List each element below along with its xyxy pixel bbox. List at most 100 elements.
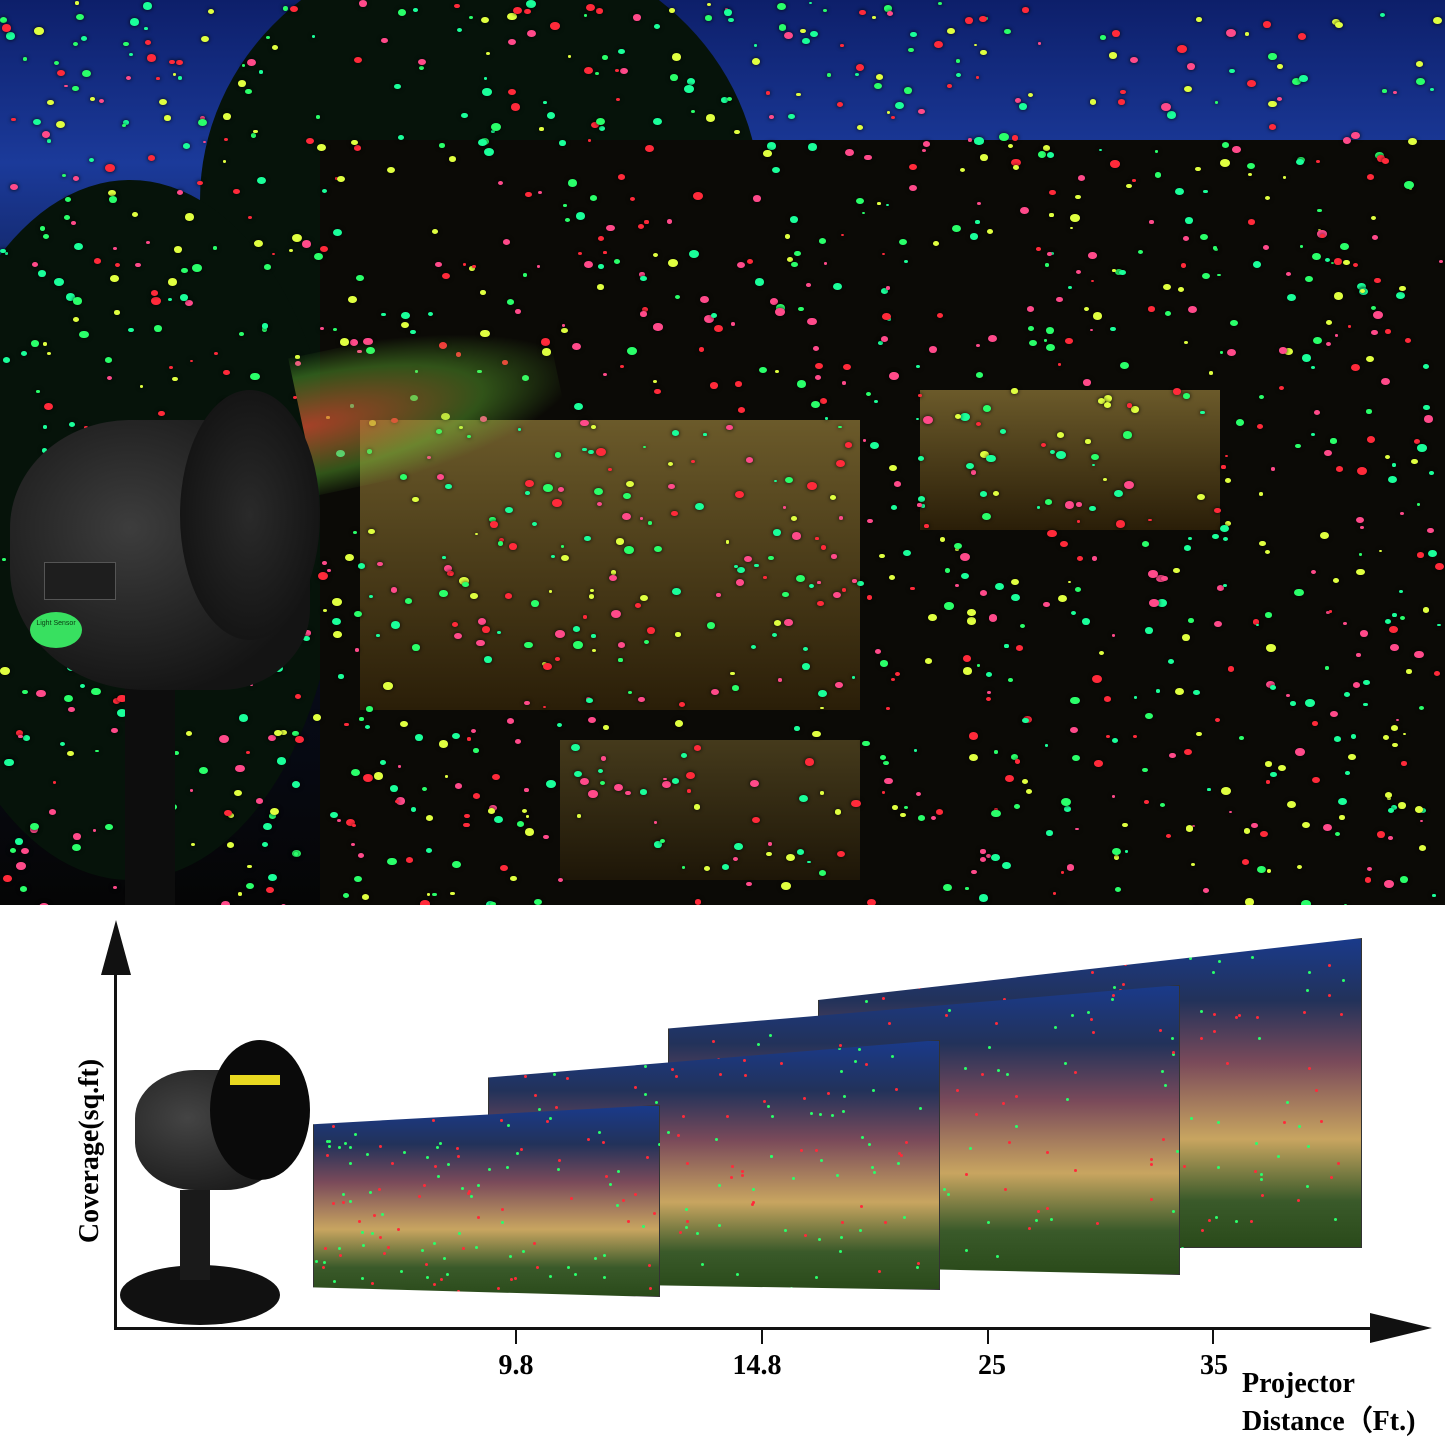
laser-dot [235, 765, 245, 773]
laser-dot [883, 760, 889, 766]
laser-dot [561, 323, 566, 327]
laser-dot [1379, 12, 1385, 17]
laser-dot [262, 822, 272, 830]
laser-dot [417, 1294, 421, 1297]
laser-dot [1002, 1102, 1006, 1106]
laser-dot [789, 216, 799, 223]
laser-dot [1052, 892, 1057, 895]
laser-dot [1004, 28, 1011, 34]
laser-dot [128, 52, 133, 57]
laser-dot [599, 780, 606, 785]
laser-dot [1295, 443, 1301, 449]
laser-dot [326, 1153, 330, 1157]
laser-dot [1253, 1169, 1257, 1173]
laser-dot [1221, 787, 1232, 796]
laser-dot [1418, 845, 1426, 851]
laser-dot [595, 8, 603, 14]
laser-dot [700, 295, 710, 303]
laser-dot [780, 1062, 784, 1066]
laser-dot [1337, 1161, 1341, 1165]
laser-dot [442, 556, 446, 560]
laser-dot [1071, 611, 1077, 616]
laser-dot [730, 1164, 734, 1168]
laser-dot [554, 629, 565, 638]
laser-dot [802, 38, 810, 44]
laser-dot [836, 101, 844, 107]
laser-dot [320, 246, 328, 253]
laser-dot [108, 189, 117, 197]
laser-dot [1364, 877, 1372, 883]
laser-dot [969, 732, 979, 740]
laser-dot [198, 119, 207, 127]
laser-dot [1342, 979, 1346, 983]
laser-dot [818, 689, 827, 697]
laser-dot [1396, 291, 1405, 299]
laser-dot [521, 809, 527, 814]
laser-dot [727, 17, 734, 23]
laser-dot [539, 127, 544, 131]
laser-dot [1049, 189, 1056, 195]
laser-dot [1376, 830, 1386, 838]
laser-dot [595, 71, 599, 75]
laser-dot [92, 828, 97, 832]
laser-dot [895, 672, 901, 677]
laser-dot [524, 828, 535, 836]
laser-dot [169, 59, 175, 65]
laser-dot [877, 1270, 881, 1274]
laser-dot [915, 1266, 919, 1270]
laser-dot [1335, 22, 1344, 29]
laser-dot [1005, 1073, 1009, 1077]
laser-dot [986, 229, 993, 235]
laser-dot [1120, 362, 1130, 370]
laser-dot [1227, 348, 1237, 357]
x-axis [114, 1327, 1404, 1330]
laser-dot [827, 1092, 831, 1096]
light-sensor-text: Light Sensor [36, 620, 76, 627]
laser-dot [1366, 409, 1372, 414]
laser-dot [1285, 694, 1290, 698]
laser-dot [654, 546, 662, 553]
laser-dot [799, 1149, 803, 1153]
laser-dot [525, 814, 530, 818]
laser-dot [542, 662, 552, 670]
laser-dot [945, 1013, 949, 1017]
laser-dot [925, 658, 933, 665]
laser-dot [150, 290, 159, 297]
laser-dot [508, 89, 516, 96]
laser-dot [555, 657, 560, 662]
laser-dot [732, 685, 740, 691]
laser-dot [750, 779, 760, 787]
laser-dot [1260, 831, 1268, 838]
laser-dot [1008, 1140, 1012, 1144]
laser-dot [1294, 588, 1304, 597]
laser-dot [982, 404, 992, 412]
laser-dot [1202, 272, 1210, 279]
laser-dot [1173, 567, 1181, 574]
laser-dot [1427, 527, 1435, 534]
laser-dot [592, 648, 597, 652]
laser-dot [602, 372, 607, 377]
laser-dot [916, 791, 922, 796]
laser-dot [146, 54, 157, 62]
laser-dot [524, 479, 535, 488]
laser-dot [560, 544, 565, 548]
laser-dot [716, 593, 721, 598]
laser-dot [1083, 307, 1090, 312]
laser-dot [1290, 701, 1297, 707]
laser-dot [618, 658, 623, 662]
laser-dot [177, 75, 183, 80]
laser-dot [1312, 721, 1319, 726]
laser-dot [0, 248, 6, 253]
laser-dot [625, 790, 631, 796]
laser-dot [1216, 1165, 1220, 1169]
laser-dot [1078, 175, 1086, 181]
laser-dot [632, 13, 642, 21]
laser-dot [500, 1221, 504, 1225]
laser-dot [1264, 550, 1270, 555]
laser-dot [971, 869, 977, 875]
laser-dot [449, 156, 457, 162]
laser-dot [506, 299, 514, 305]
laser-dot [867, 595, 873, 600]
laser-dot [552, 499, 563, 507]
laser-dot [550, 22, 560, 30]
